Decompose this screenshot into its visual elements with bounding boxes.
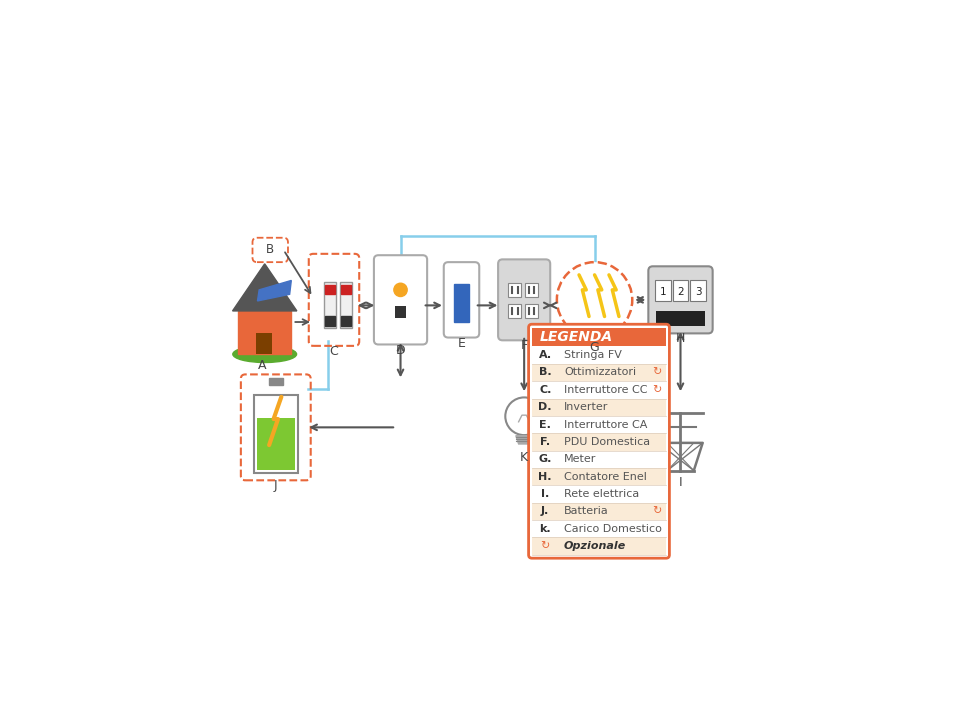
Bar — [508, 305, 521, 318]
Text: Rete elettrica: Rete elettrica — [564, 489, 639, 499]
Bar — [673, 280, 688, 301]
Text: 3: 3 — [695, 287, 702, 297]
FancyBboxPatch shape — [529, 324, 669, 558]
Circle shape — [557, 262, 633, 338]
Bar — [508, 283, 521, 297]
Text: A: A — [257, 359, 266, 372]
Polygon shape — [232, 264, 297, 311]
Bar — [454, 284, 469, 322]
Bar — [532, 451, 666, 468]
Polygon shape — [325, 317, 335, 326]
Text: B.: B. — [539, 367, 552, 377]
Text: LEGENDA: LEGENDA — [540, 330, 612, 344]
Text: 1: 1 — [660, 287, 666, 297]
Text: D: D — [396, 343, 405, 356]
Bar — [525, 283, 538, 297]
FancyBboxPatch shape — [444, 262, 479, 338]
Text: A.: A. — [539, 350, 552, 360]
Bar — [253, 395, 298, 473]
Text: J: J — [274, 480, 277, 492]
Circle shape — [394, 283, 407, 297]
Text: ↻: ↻ — [653, 385, 661, 395]
Text: C: C — [329, 345, 338, 358]
Bar — [525, 305, 538, 318]
Text: ↻: ↻ — [653, 367, 661, 377]
Bar — [690, 280, 706, 301]
Bar — [532, 416, 666, 433]
Bar — [532, 503, 666, 520]
Polygon shape — [341, 285, 350, 294]
Polygon shape — [341, 317, 350, 326]
Text: Inverter: Inverter — [564, 402, 609, 413]
Bar — [532, 520, 666, 538]
Text: Contatore Enel: Contatore Enel — [564, 472, 647, 482]
Text: E: E — [458, 336, 466, 350]
Text: C.: C. — [539, 385, 551, 395]
Text: ↻: ↻ — [540, 541, 550, 552]
Polygon shape — [516, 436, 533, 444]
Text: J.: J. — [541, 506, 549, 516]
Text: Stringa FV: Stringa FV — [564, 350, 622, 360]
Text: I.: I. — [541, 489, 549, 499]
Text: Meter: Meter — [564, 454, 596, 464]
Bar — [257, 418, 295, 470]
Text: Opzionale: Opzionale — [564, 541, 626, 552]
Bar — [324, 282, 336, 328]
Ellipse shape — [233, 346, 297, 362]
Polygon shape — [238, 311, 291, 354]
Text: PDU Domestica: PDU Domestica — [564, 437, 650, 447]
Polygon shape — [257, 280, 291, 301]
Text: K: K — [520, 451, 528, 464]
Text: F.: F. — [540, 437, 550, 447]
FancyBboxPatch shape — [373, 255, 427, 344]
Text: Batteria: Batteria — [564, 506, 609, 516]
Bar — [532, 538, 666, 555]
Bar — [532, 346, 666, 364]
Text: G.: G. — [539, 454, 552, 464]
Text: Interruttore CC: Interruttore CC — [564, 385, 648, 395]
Bar — [269, 378, 283, 385]
Text: Ottimizzatori: Ottimizzatori — [564, 367, 636, 377]
Text: k.: k. — [540, 524, 551, 534]
Text: 2: 2 — [677, 287, 684, 297]
Bar — [532, 381, 666, 399]
Text: ↻: ↻ — [653, 506, 661, 516]
FancyBboxPatch shape — [648, 266, 712, 333]
Text: Interruttore CA: Interruttore CA — [564, 420, 647, 430]
Bar — [532, 468, 666, 485]
Bar — [655, 280, 670, 301]
FancyBboxPatch shape — [498, 259, 550, 341]
Text: F: F — [520, 339, 528, 352]
Circle shape — [505, 397, 543, 435]
Text: E.: E. — [540, 420, 551, 430]
Text: D.: D. — [539, 402, 552, 413]
Bar — [532, 364, 666, 381]
Polygon shape — [325, 285, 335, 294]
Bar — [532, 433, 666, 451]
Text: I: I — [679, 477, 683, 490]
Bar — [256, 333, 272, 354]
Bar — [656, 310, 705, 326]
Text: G: G — [589, 341, 599, 354]
Bar — [340, 282, 351, 328]
Text: H.: H. — [539, 472, 552, 482]
Text: B: B — [266, 243, 275, 256]
Text: H: H — [676, 333, 685, 346]
Text: Carico Domestico: Carico Domestico — [564, 524, 662, 534]
Bar — [395, 307, 406, 318]
Bar — [532, 399, 666, 416]
Bar — [532, 485, 666, 503]
Bar — [532, 328, 666, 346]
